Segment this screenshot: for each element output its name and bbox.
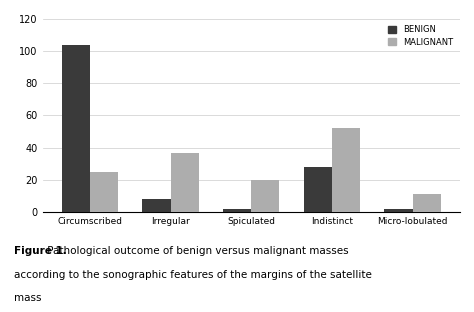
Text: according to the sonographic features of the margins of the satellite: according to the sonographic features of… — [14, 270, 372, 280]
Bar — [412, 194, 441, 212]
Bar — [223, 209, 251, 212]
Text: Figure 1.: Figure 1. — [14, 246, 67, 256]
Bar — [384, 209, 412, 212]
Text: Pathological outcome of benign versus malignant masses: Pathological outcome of benign versus ma… — [44, 246, 349, 256]
Bar — [251, 180, 280, 212]
Bar — [62, 45, 90, 212]
Legend: BENIGN, MALIGNANT: BENIGN, MALIGNANT — [385, 23, 456, 49]
Bar — [142, 199, 171, 212]
Bar — [90, 172, 118, 212]
Text: mass: mass — [14, 293, 42, 303]
Bar — [171, 153, 199, 212]
Bar — [304, 167, 332, 212]
Bar — [332, 128, 360, 212]
